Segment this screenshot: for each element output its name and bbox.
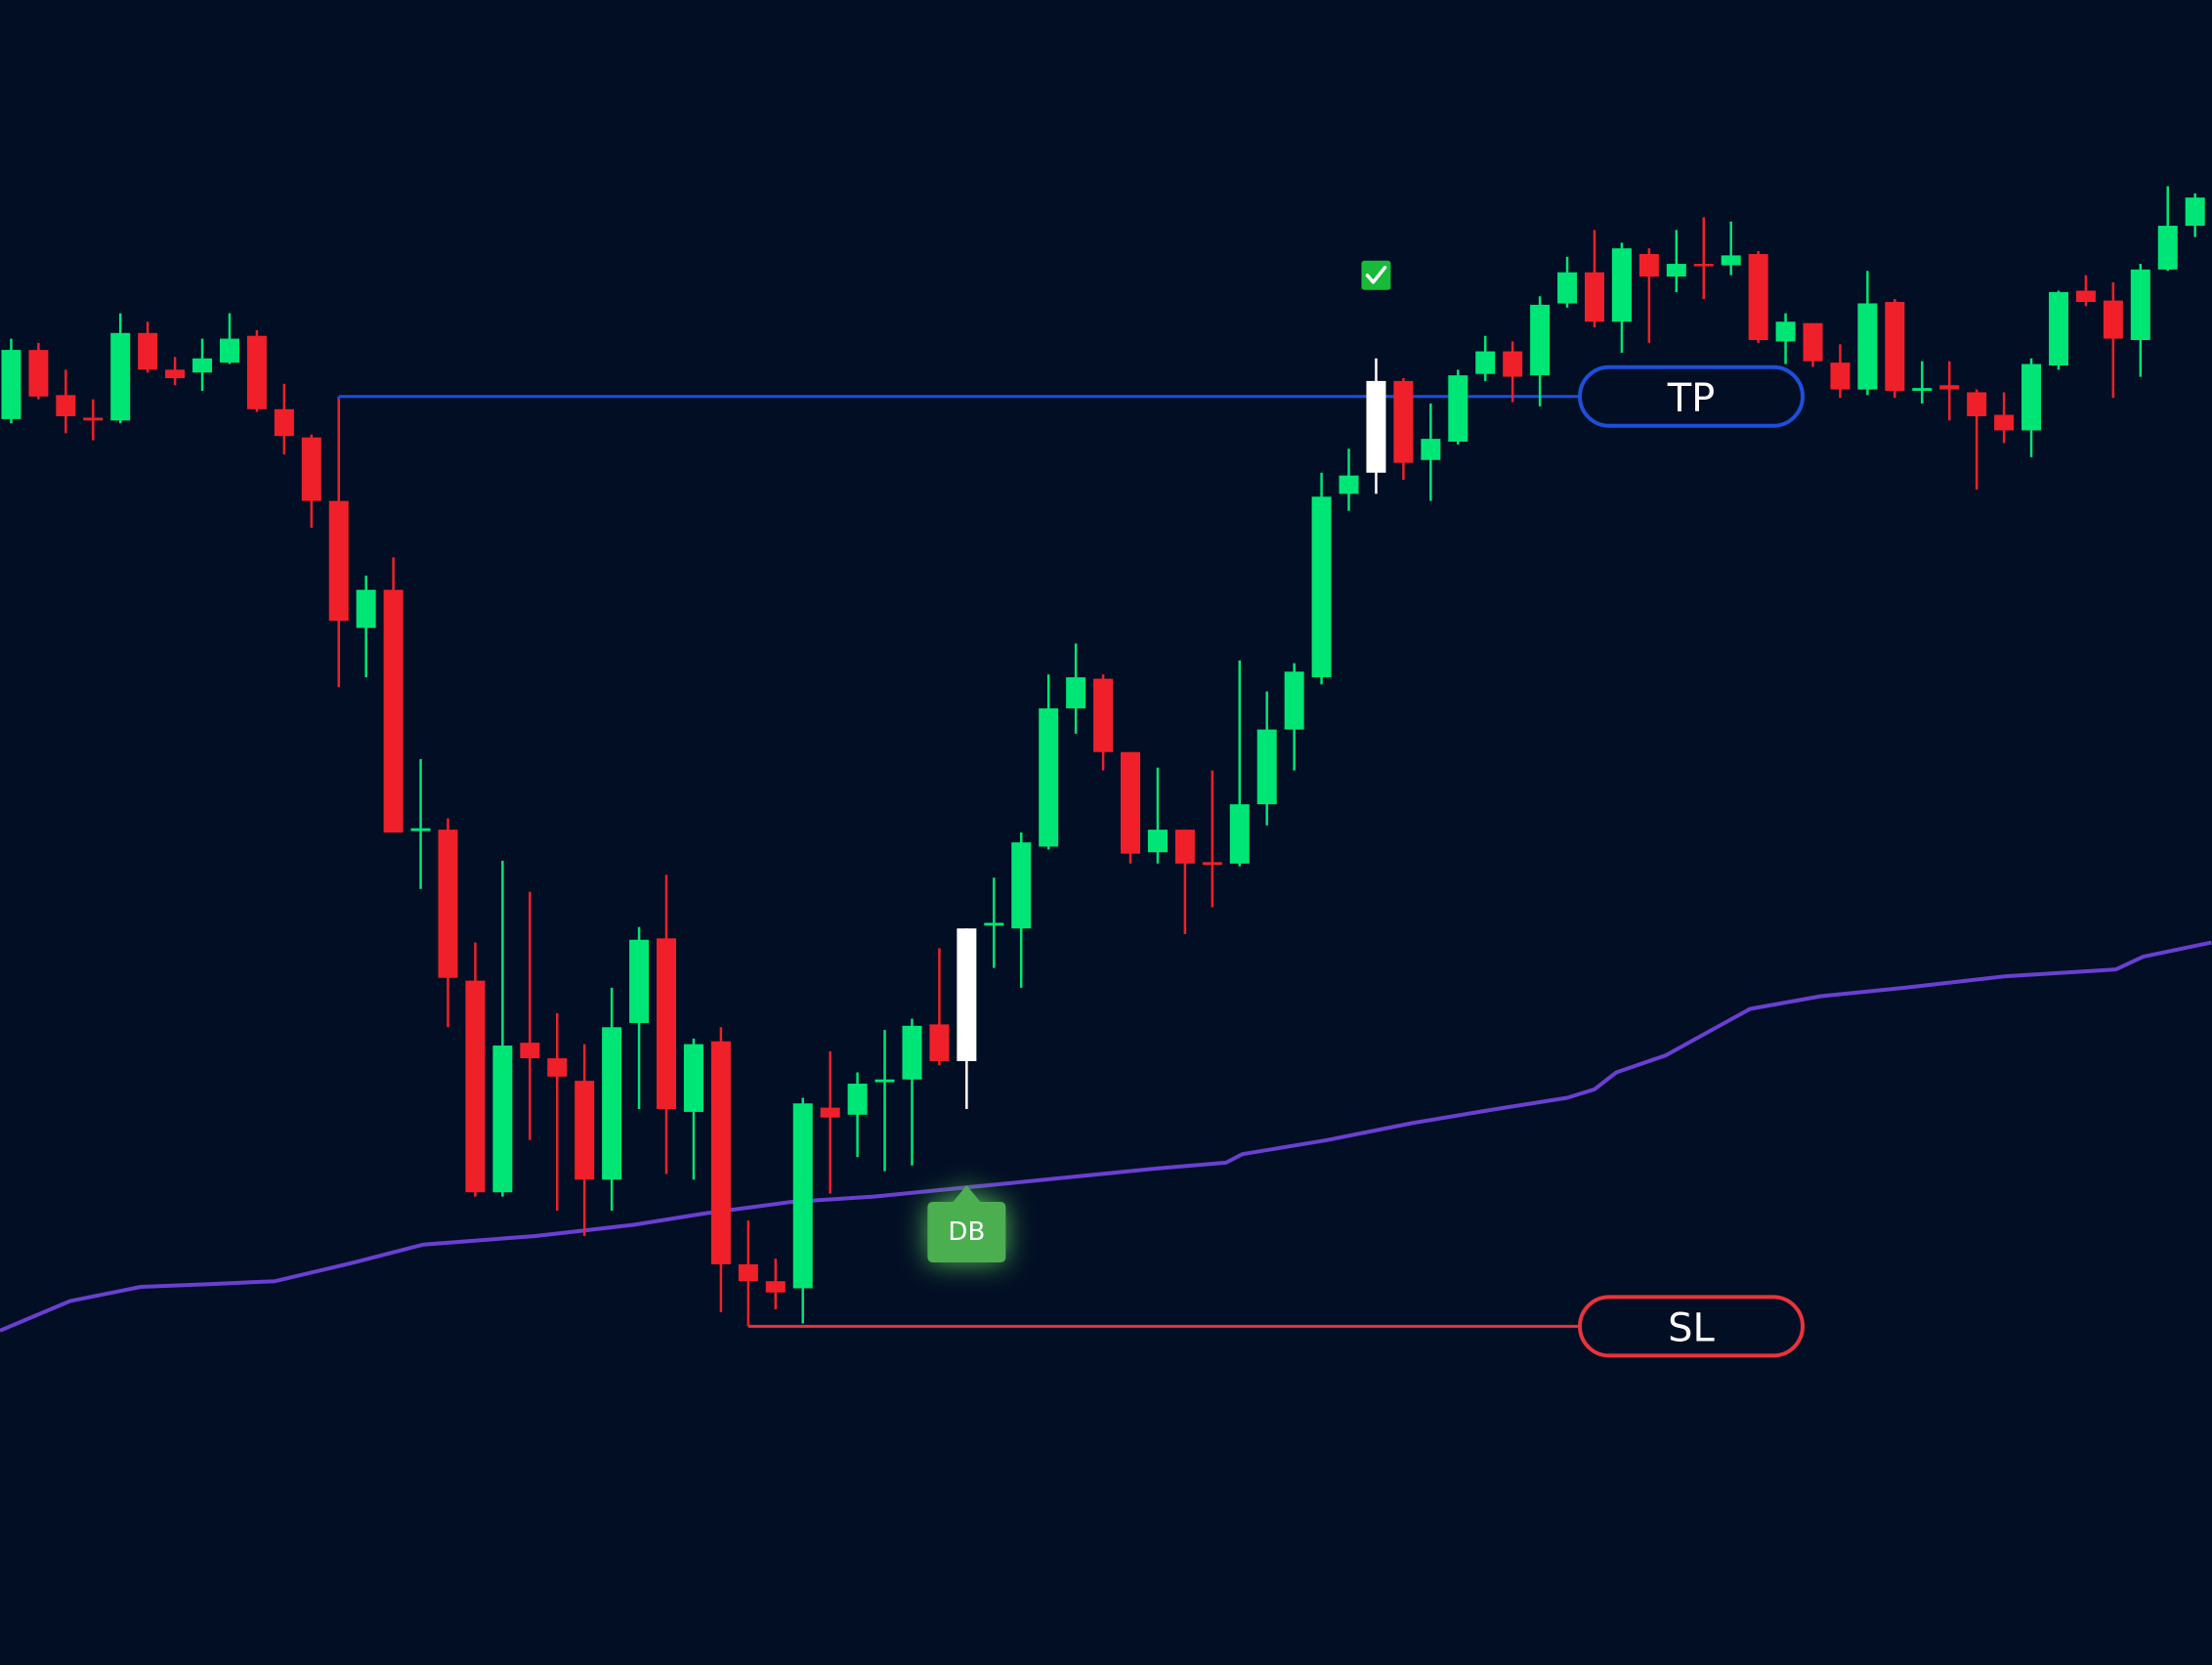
- candle-body: [738, 1263, 758, 1282]
- candle-body: [2130, 269, 2150, 341]
- candle-body: [874, 1079, 895, 1083]
- candle-body: [1666, 264, 1686, 278]
- candle-body: [929, 1024, 950, 1061]
- candle-body: [1611, 248, 1632, 322]
- candle-body: [1011, 842, 1032, 929]
- candle-body: [1803, 322, 1823, 362]
- candle-body: [765, 1281, 786, 1293]
- candle-body: [1448, 375, 1468, 442]
- candle-body: [246, 335, 267, 409]
- candle-body: [1066, 677, 1086, 708]
- candle-body: [274, 408, 294, 437]
- candle-body: [1475, 351, 1496, 374]
- moving-average: [0, 940, 2212, 1333]
- candle-body: [1830, 363, 1850, 390]
- candle-body: [465, 980, 486, 1193]
- level-label: TP: [1667, 376, 1716, 421]
- candle-body: [1748, 253, 1768, 341]
- candle-body: [984, 922, 1004, 926]
- candle-body: [1421, 439, 1441, 460]
- candle-body: [629, 939, 650, 1023]
- candle-body: [138, 332, 158, 370]
- candle-body: [1530, 304, 1551, 376]
- candle-body: [1638, 253, 1659, 278]
- candle-body: [110, 332, 131, 421]
- candle-body: [1284, 671, 1304, 730]
- candle-body: [902, 1025, 922, 1080]
- candle-body: [657, 938, 677, 1110]
- candle-body: [1366, 380, 1386, 473]
- candle-body: [1939, 385, 1960, 390]
- candle-body: [1311, 496, 1332, 678]
- candle-body: [1857, 303, 1878, 390]
- candle-body: [1202, 862, 1222, 866]
- candle-body: [1174, 830, 1195, 864]
- candle-body: [2021, 363, 2042, 431]
- candle-body: [2048, 291, 2068, 366]
- candle-body: [219, 338, 239, 363]
- candle-body: [1693, 264, 1714, 267]
- candle-body: [1339, 475, 1359, 494]
- candle-body: [492, 1046, 513, 1193]
- candle-body: [1229, 804, 1250, 864]
- candle-body: [520, 1043, 540, 1059]
- candle-body: [410, 828, 431, 832]
- candle-body: [1121, 751, 1141, 854]
- candle-body: [1039, 707, 1059, 847]
- candle-body: [1912, 388, 1933, 392]
- candle-body: [2157, 226, 2178, 270]
- candle-body: [1147, 830, 1168, 853]
- candle-body: [438, 830, 458, 978]
- candle-body: [683, 1044, 703, 1112]
- candle-body: [574, 1081, 595, 1180]
- level-label-box: [1578, 1295, 1805, 1358]
- candle-body: [83, 417, 104, 421]
- candle-body: [1721, 255, 1741, 266]
- candle-body: [1885, 302, 1905, 392]
- level-label-box: [1578, 364, 1805, 428]
- candle-body: [1994, 414, 2015, 431]
- signal-marker: DB: [927, 1185, 1006, 1263]
- candle-body: [2185, 197, 2205, 227]
- candle-body: [1557, 272, 1578, 304]
- candle-body: [56, 395, 76, 416]
- candle-body: [28, 350, 49, 397]
- candle-body: [792, 1103, 813, 1289]
- candle-body: [1, 350, 21, 419]
- candle-body: [710, 1041, 731, 1264]
- candle-body: [192, 358, 213, 373]
- candle-body: [356, 589, 376, 628]
- candle-body: [1584, 272, 1604, 322]
- signal-marker-box: [927, 1185, 1006, 1263]
- candle-body: [1393, 380, 1414, 463]
- candle-body: [957, 928, 977, 1061]
- candle-body: [165, 369, 186, 379]
- signal-marker-label: DB: [948, 1217, 985, 1247]
- candle-body: [328, 500, 349, 621]
- candle-body: [602, 1027, 622, 1180]
- candle-body: [1503, 351, 1523, 377]
- level-label: SL: [1668, 1305, 1715, 1350]
- candle-body: [547, 1058, 568, 1077]
- check-icon-mark: [1365, 266, 1387, 284]
- candle-body: [1093, 678, 1114, 752]
- candle-body: [2075, 290, 2096, 303]
- candle-body: [2103, 300, 2123, 339]
- candle-body: [1967, 392, 1987, 416]
- candle-body: [1775, 321, 1796, 342]
- candle-body: [301, 437, 321, 501]
- candle-body: [1256, 729, 1277, 805]
- candle-body: [847, 1084, 868, 1115]
- candle-body: [820, 1107, 840, 1118]
- candle-body: [383, 589, 404, 832]
